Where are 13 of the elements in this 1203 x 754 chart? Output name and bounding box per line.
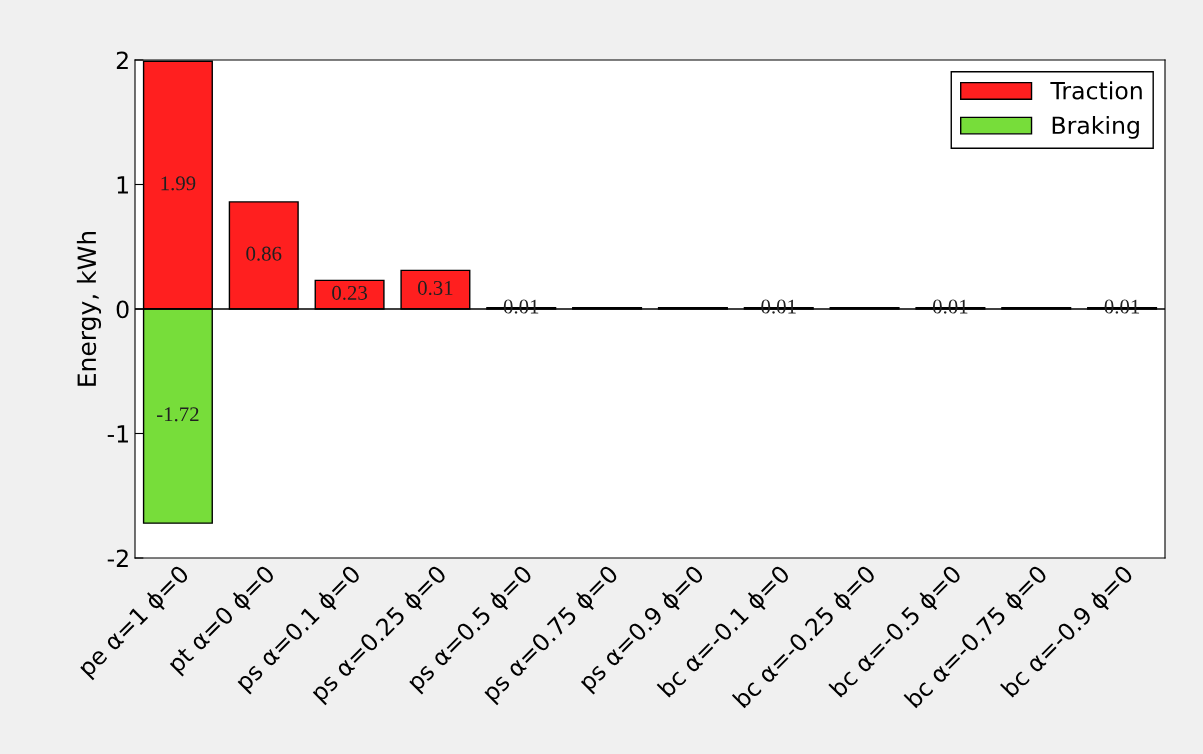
y-tick-label: 0 (116, 300, 129, 319)
data-label: 0.86 (246, 246, 282, 261)
data-label: -1.72 (156, 407, 199, 422)
y-tick-label: -2 (107, 549, 128, 567)
y-axis-title: Energy, kWh (76, 231, 102, 386)
data-label: 1.99 (161, 176, 196, 191)
legend-label: Traction (1050, 81, 1142, 100)
y-tick-label: -1 (107, 425, 128, 443)
y-tick-label: 2 (116, 51, 128, 69)
legend-label: Braking (1052, 115, 1139, 139)
data-label: 0.23 (332, 285, 367, 300)
y-tick-label: 1 (117, 176, 128, 194)
data-label: 0.31 (417, 280, 453, 296)
